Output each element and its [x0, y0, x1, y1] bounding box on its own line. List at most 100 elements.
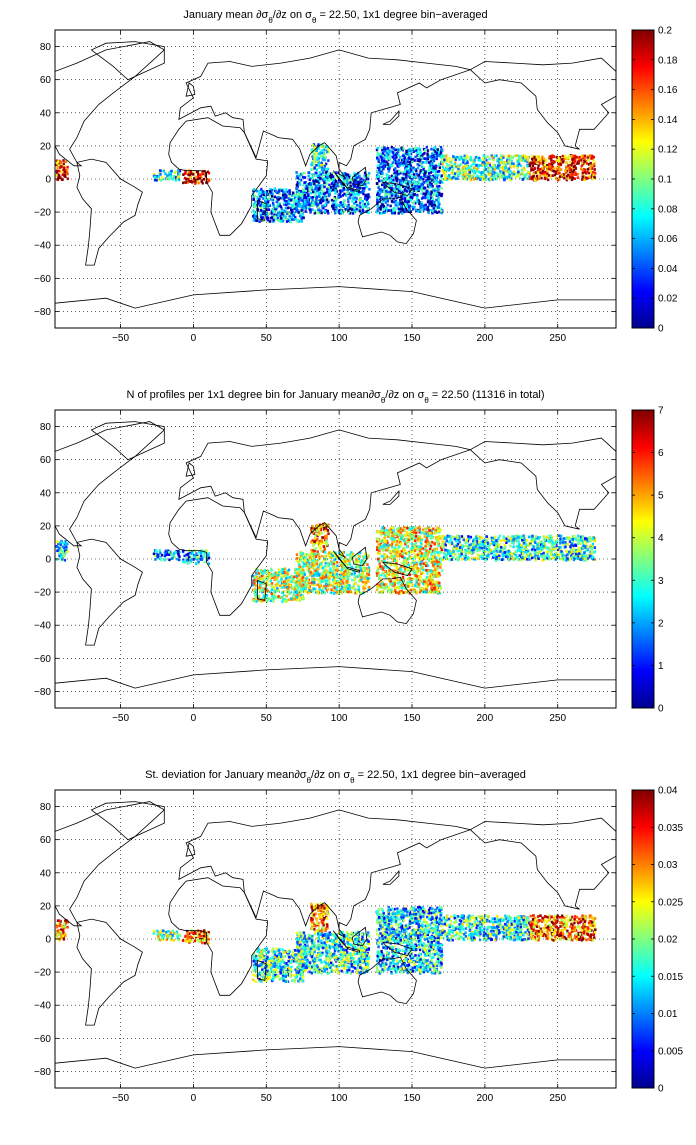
data-cell	[473, 170, 475, 173]
data-cell	[273, 188, 275, 191]
data-cell	[168, 178, 170, 181]
data-cell	[327, 588, 329, 591]
data-cell	[290, 199, 292, 202]
data-cell	[475, 164, 477, 167]
data-cell	[297, 219, 299, 222]
data-cell	[445, 158, 447, 161]
data-cell	[320, 565, 322, 568]
data-cell	[275, 208, 277, 211]
data-cell	[472, 163, 474, 166]
data-cell	[437, 206, 439, 209]
data-cell	[304, 590, 306, 593]
data-cell	[340, 211, 342, 214]
data-cell	[394, 167, 396, 170]
data-cell	[321, 580, 323, 583]
data-cell	[350, 185, 352, 188]
data-cell	[64, 171, 66, 174]
data-cell	[322, 158, 324, 161]
data-cell	[435, 199, 437, 202]
data-cell	[315, 202, 317, 205]
data-cell	[303, 598, 305, 601]
data-cell	[393, 147, 395, 150]
data-cell	[173, 175, 175, 178]
data-cell	[383, 179, 385, 182]
data-cell	[416, 201, 418, 204]
data-cell	[484, 157, 486, 160]
data-cell	[353, 185, 355, 188]
data-cell	[307, 206, 309, 209]
data-cell	[254, 194, 256, 197]
data-cell	[308, 171, 310, 174]
data-cell	[322, 174, 324, 177]
data-cell	[283, 594, 285, 597]
data-cell	[190, 180, 192, 183]
data-cell	[298, 203, 300, 206]
data-cell	[318, 187, 320, 190]
data-cell	[377, 158, 379, 161]
data-cell	[323, 545, 325, 548]
data-cell	[543, 158, 545, 161]
data-cell	[272, 586, 274, 589]
data-cell	[63, 162, 65, 165]
data-cell	[399, 188, 401, 191]
data-cell	[358, 575, 360, 578]
data-cell	[445, 154, 447, 157]
data-cell	[315, 172, 317, 175]
data-cell	[313, 154, 315, 157]
data-cell	[539, 175, 541, 178]
data-cell	[433, 207, 435, 210]
data-cell	[446, 177, 448, 180]
data-cell	[323, 541, 325, 544]
data-cell	[581, 162, 583, 165]
data-cell	[364, 569, 366, 572]
data-cell	[334, 192, 336, 195]
data-cell	[350, 551, 352, 554]
data-cell	[328, 194, 330, 197]
data-cell	[296, 199, 298, 202]
data-cell	[313, 174, 315, 177]
data-cell	[312, 191, 314, 194]
data-cell	[358, 204, 360, 207]
data-cell	[60, 161, 62, 164]
colorbar-tick-label: 0.1	[658, 175, 672, 186]
data-cell	[441, 174, 443, 177]
data-cell	[586, 162, 588, 165]
data-cell	[321, 149, 323, 152]
data-cell	[524, 160, 526, 163]
data-cell	[553, 170, 555, 173]
data-cell	[353, 202, 355, 205]
data-cell	[277, 574, 279, 577]
data-cell	[258, 220, 260, 223]
data-cell	[321, 577, 323, 580]
data-cell	[392, 156, 394, 159]
data-cell	[413, 193, 415, 196]
data-cell	[293, 214, 295, 217]
data-cell	[262, 190, 264, 193]
data-cell	[506, 176, 508, 179]
data-cell	[421, 203, 423, 206]
data-cell	[183, 555, 185, 558]
data-cell	[382, 526, 384, 529]
data-cell	[268, 584, 270, 587]
data-cell	[333, 184, 335, 187]
data-cell	[353, 193, 355, 196]
data-cell	[396, 152, 398, 155]
data-cell	[255, 201, 257, 204]
data-cell	[327, 201, 329, 204]
data-cell	[285, 595, 287, 598]
colorbar-tick-label: 0.02	[658, 294, 678, 305]
data-cell	[503, 161, 505, 164]
data-cell	[507, 160, 509, 163]
data-cell	[423, 192, 425, 195]
data-cell	[190, 170, 192, 173]
data-cell	[282, 572, 284, 575]
data-cell	[377, 205, 379, 208]
data-cell	[277, 589, 279, 592]
data-cell	[367, 203, 369, 206]
data-cell	[531, 155, 533, 158]
data-cell	[339, 175, 341, 178]
data-cell	[551, 155, 553, 158]
data-cell	[315, 555, 317, 558]
data-cell	[288, 213, 290, 216]
data-cell	[402, 591, 404, 594]
